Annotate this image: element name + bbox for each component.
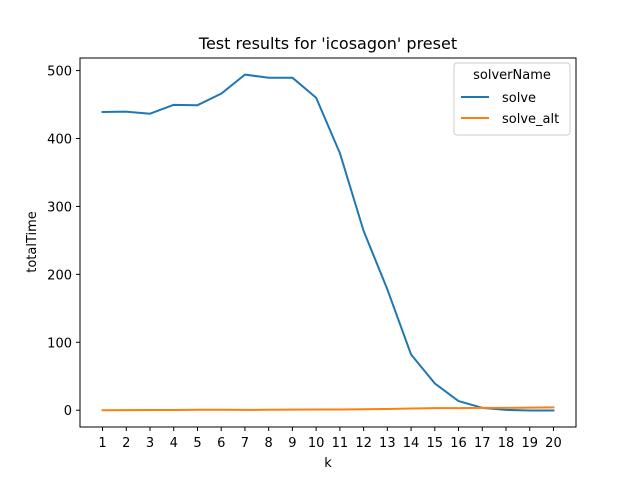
x-tick-label: 7 bbox=[241, 436, 249, 451]
plot-frame bbox=[79, 57, 577, 428]
series-line-solve-alt bbox=[101, 406, 555, 412]
series-layer bbox=[101, 73, 555, 412]
y-tick-label: 300 bbox=[47, 200, 72, 215]
y-axis-title: totalTime bbox=[25, 211, 40, 273]
chart-title: Test results for 'icosagon' preset bbox=[198, 34, 457, 53]
y-tick-label: 400 bbox=[47, 132, 72, 147]
legend-label-solve-alt: solve_alt bbox=[502, 112, 559, 127]
legend: solverName solve solve_alt bbox=[453, 62, 571, 136]
x-tick-label: 16 bbox=[450, 436, 467, 451]
x-tick-label: 14 bbox=[403, 436, 420, 451]
y-tick-label: 0 bbox=[64, 404, 72, 419]
legend-label-solve: solve bbox=[502, 91, 536, 106]
x-tick-label: 3 bbox=[146, 436, 154, 451]
y-tick-label: 100 bbox=[47, 336, 72, 351]
x-axis-title: k bbox=[324, 456, 332, 471]
series-line-solve bbox=[101, 73, 555, 412]
x-tick-label: 18 bbox=[498, 436, 515, 451]
x-tick-label: 12 bbox=[355, 436, 372, 451]
x-tick-label: 6 bbox=[217, 436, 225, 451]
x-tick-label: 20 bbox=[545, 436, 562, 451]
legend-title: solverName bbox=[473, 68, 551, 83]
x-tick-label: 11 bbox=[332, 436, 349, 451]
x-tick-label: 8 bbox=[265, 436, 273, 451]
x-tick-label: 4 bbox=[170, 436, 178, 451]
x-tick-label: 17 bbox=[474, 436, 491, 451]
x-tick-label: 13 bbox=[379, 436, 396, 451]
x-tick-label: 9 bbox=[288, 436, 296, 451]
y-axis: 0 100 200 300 400 500 bbox=[47, 65, 80, 419]
x-tick-label: 2 bbox=[122, 436, 130, 451]
x-tick-label: 15 bbox=[427, 436, 444, 451]
x-tick-label: 1 bbox=[98, 436, 106, 451]
x-tick-label: 5 bbox=[193, 436, 201, 451]
x-tick-label: 19 bbox=[521, 436, 538, 451]
x-axis: 1 2 3 4 5 6 7 8 9 10 11 12 13 14 15 16 17 18 19 20 bbox=[98, 427, 562, 451]
x-tick-label: 10 bbox=[308, 436, 325, 451]
y-tick-label: 500 bbox=[47, 65, 72, 80]
y-tick-label: 200 bbox=[47, 268, 72, 283]
